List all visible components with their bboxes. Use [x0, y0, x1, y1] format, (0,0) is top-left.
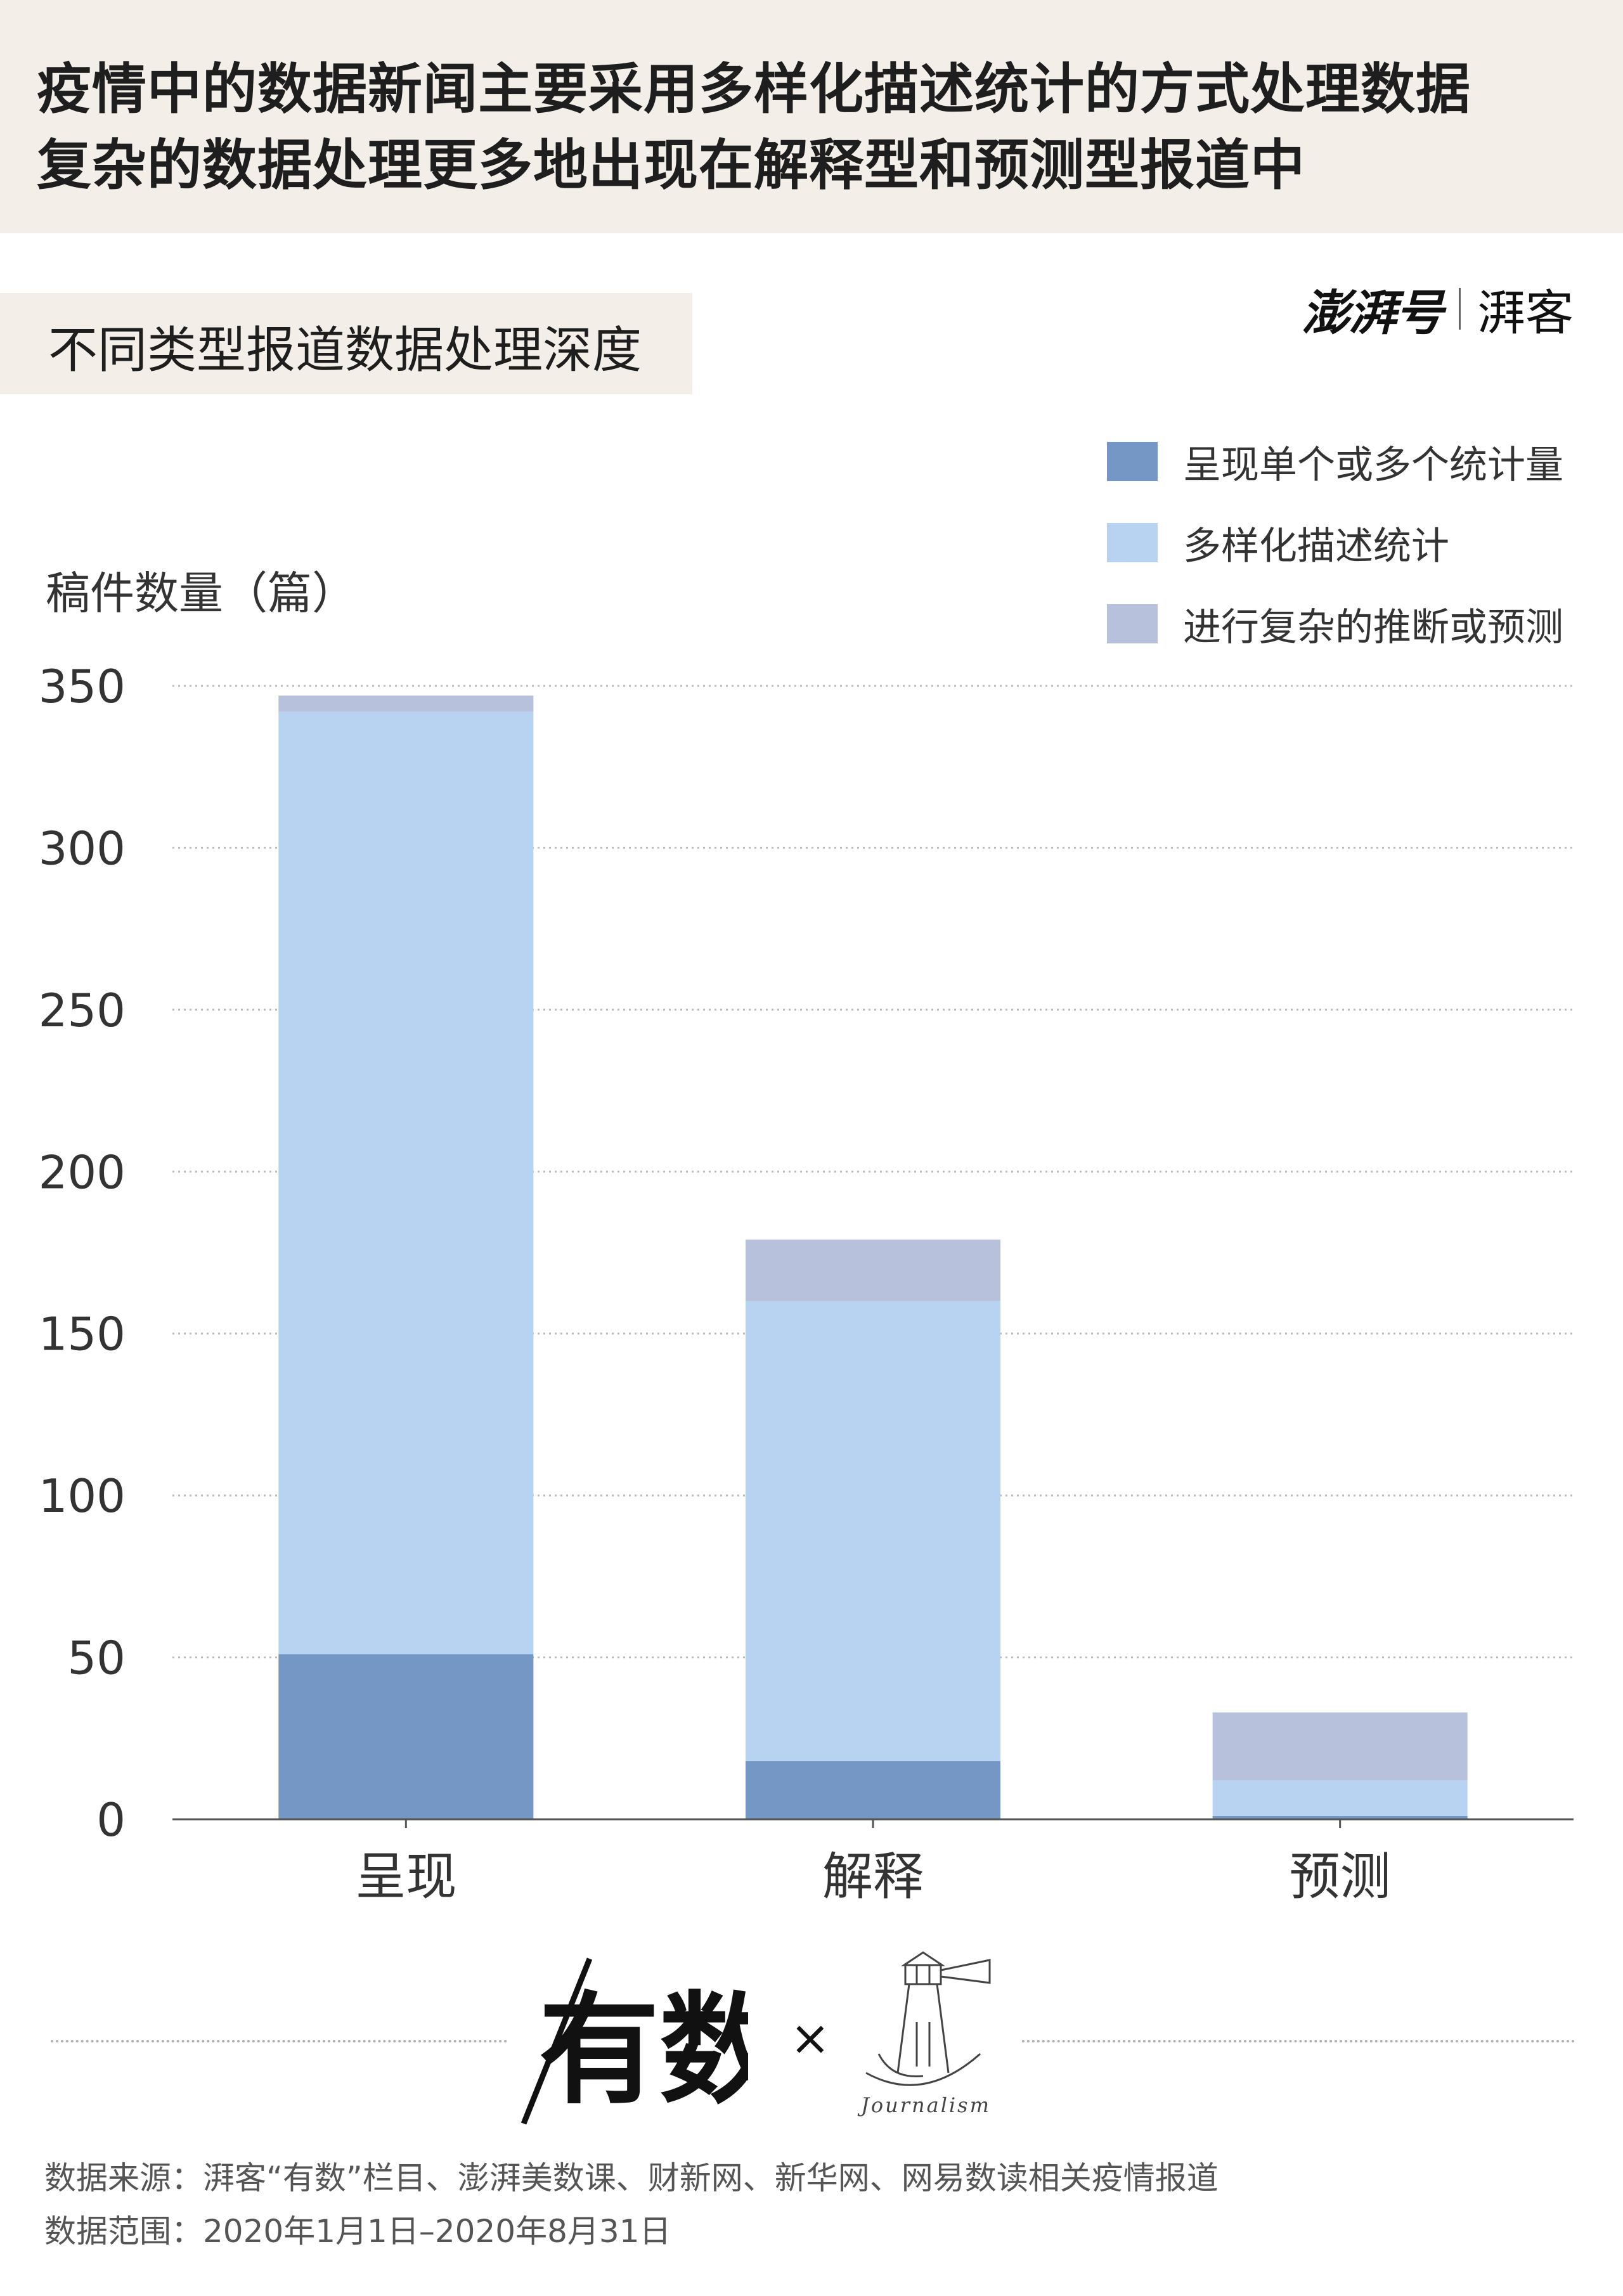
legend-swatch-1	[1107, 442, 1158, 481]
footer-divider-right	[1022, 2040, 1575, 2042]
brand-separator	[1459, 288, 1461, 330]
y-tick-label-50: 50	[67, 1632, 126, 1685]
y-tick-label-300: 300	[39, 822, 126, 875]
bar-解释-series-3	[746, 1239, 1000, 1301]
stacked-bar-chart: 0 50 100 150 200 250 300 350 呈现 解释 预测 稿件数量（篇）	[39, 567, 1574, 1902]
youshu-logo-text: 有数	[539, 1980, 748, 2120]
subtitle-box	[0, 293, 692, 394]
bar-呈现-series-2	[278, 711, 534, 1654]
legend-swatch-3	[1107, 604, 1158, 643]
brand-logo: 澎湃号 湃客	[1302, 274, 1574, 344]
x-tick-label-2: 解释	[822, 1847, 924, 1902]
y-tick-label-200: 200	[39, 1145, 126, 1199]
bar-预测-series-2	[1212, 1780, 1468, 1816]
headline-line-2: 复杂的数据处理更多地出现在解释型和预测型报道中	[37, 134, 1305, 197]
axes: 0 50 100 150 200 250 300 350 呈现 解释 预测	[39, 660, 1574, 1902]
data-source-note: 数据来源：湃客“有数”栏目、澎湃美数课、财新网、新华网、网易数读相关疫情报道	[44, 2160, 1219, 2196]
bars	[278, 695, 1468, 1819]
legend-item-1: 呈现单个或多个统计量	[1107, 421, 1563, 502]
journalism-logo-text: Journalism	[857, 2093, 991, 2117]
brand-pengpaihao: 澎湃号	[1302, 285, 1444, 341]
footer-divider-left	[51, 2040, 507, 2042]
legend-item-2: 多样化描述统计	[1107, 502, 1563, 583]
legend: 呈现单个或多个统计量 多样化描述统计 进行复杂的推断或预测	[1107, 421, 1563, 664]
legend-item-3: 进行复杂的推断或预测	[1107, 583, 1563, 664]
y-tick-label-0: 0	[96, 1793, 126, 1847]
y-tick-label-250: 250	[39, 984, 126, 1037]
legend-label-2: 多样化描述统计	[1183, 524, 1449, 569]
legend-label-1: 呈现单个或多个统计量	[1183, 442, 1563, 487]
legend-label-3: 进行复杂的推断或预测	[1183, 605, 1563, 650]
x-tick-label-3: 预测	[1290, 1847, 1391, 1902]
header-band	[0, 0, 1623, 233]
y-tick-label-100: 100	[39, 1469, 126, 1523]
headline-line-1: 疫情中的数据新闻主要采用多样化描述统计的方式处理数据	[37, 58, 1471, 121]
bar-预测-series-1	[1212, 1816, 1468, 1819]
bar-预测-series-3	[1212, 1712, 1468, 1781]
brand-paike: 湃客	[1477, 285, 1574, 341]
bar-呈现-series-1	[278, 1654, 534, 1819]
x-tick-label-1: 呈现	[355, 1847, 456, 1902]
logo-cross: ×	[790, 2009, 831, 2066]
bar-解释-series-1	[746, 1761, 1000, 1819]
y-tick-label-150: 150	[39, 1308, 126, 1361]
legend-swatch-2	[1107, 523, 1158, 562]
y-tick-label-350: 350	[39, 660, 126, 713]
journalism-lighthouse-icon: Journalism	[857, 1951, 991, 2117]
data-range-note: 数据范围：2020年1月1日–2020年8月31日	[44, 2213, 671, 2250]
bar-解释-series-2	[746, 1301, 1000, 1762]
bar-呈现-series-3	[278, 695, 534, 712]
y-axis-label: 稿件数量（篇）	[46, 567, 356, 619]
youshu-logo-icon: 有数	[521, 1957, 748, 2125]
chart-subtitle: 不同类型报道数据处理深度	[48, 322, 642, 379]
